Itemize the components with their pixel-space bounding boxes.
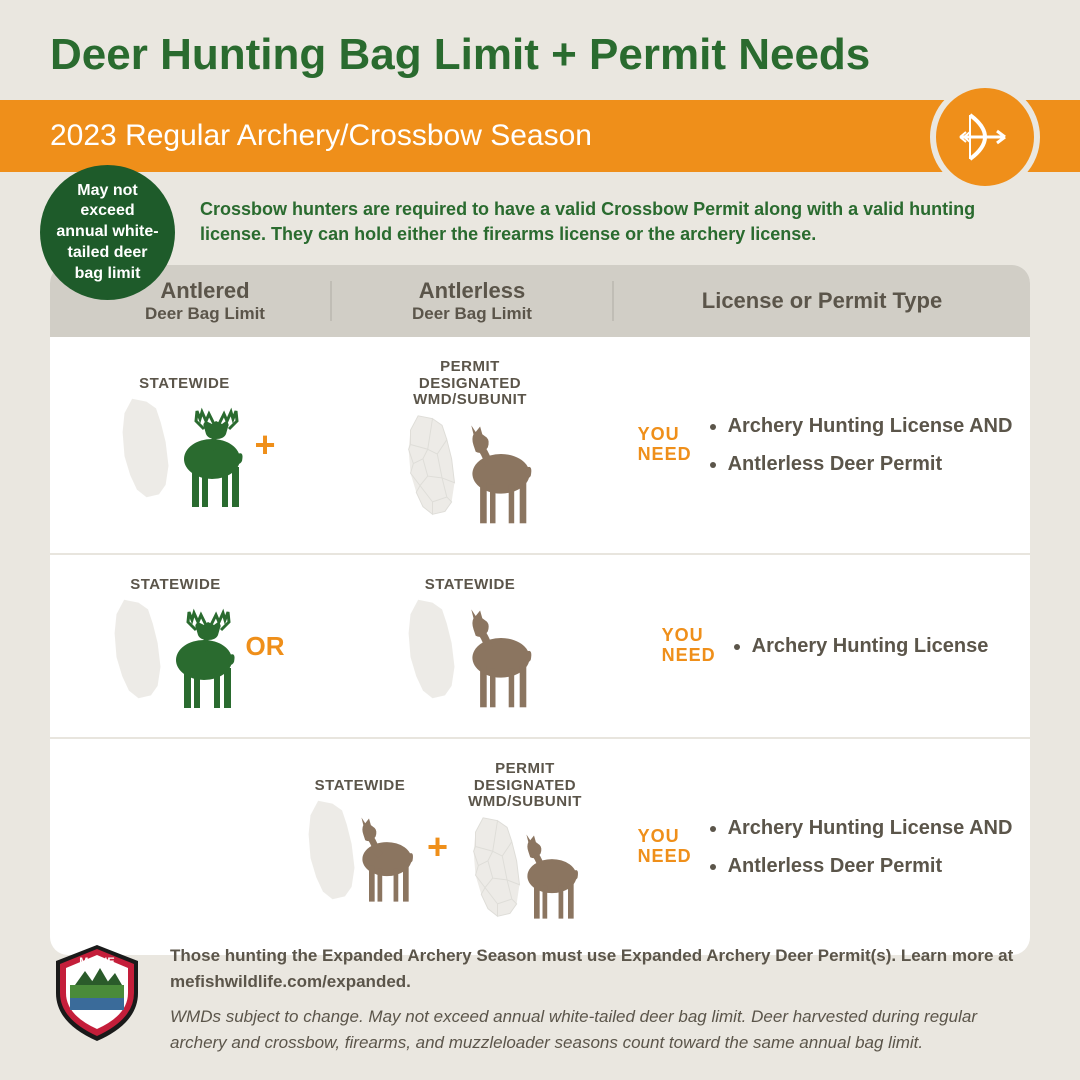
you-need-label: YOUNEED xyxy=(662,626,712,666)
bow-icon-circle xyxy=(930,82,1040,192)
svg-text:MAINE: MAINE xyxy=(79,956,114,968)
col-license: License or Permit Type xyxy=(614,288,1030,314)
buck-icon xyxy=(154,404,254,514)
doe-icon xyxy=(500,823,585,933)
antlered-block: STATEWIDE xyxy=(101,577,251,716)
doe-icon xyxy=(440,605,540,715)
season-banner: 2023 Regular Archery/Crossbow Season xyxy=(0,100,1080,172)
antlered-block: STATEWIDE xyxy=(109,376,259,515)
page-title: Deer Hunting Bag Limit + Permit Needs xyxy=(0,0,1080,100)
plus-connector: + xyxy=(427,826,448,868)
or-connector: OR xyxy=(246,631,285,662)
table-header: Antlered Deer Bag Limit Antlerless Deer … xyxy=(50,265,1030,337)
footer: MAINE Those hunting the Expanded Archery… xyxy=(50,943,1030,1055)
you-need-label: YOUNEED xyxy=(638,827,688,867)
permit-list: Archery Hunting License xyxy=(732,627,989,665)
table-row: STATEWIDE OR STATEWIDE YOUNEED Archery H… xyxy=(50,555,1030,740)
antlerless-block: STATEWIDE xyxy=(395,577,545,716)
doe-icon xyxy=(440,421,540,531)
maine-dept-logo: MAINE xyxy=(50,943,145,1043)
bow-arrow-icon xyxy=(955,107,1015,167)
permit-table: Antlered Deer Bag Limit Antlerless Deer … xyxy=(50,265,1030,955)
antlerless-block: PERMIT DESIGNATED WMD/SUBUNIT xyxy=(390,359,550,531)
permit-list: Archery Hunting License AND Antlerless D… xyxy=(708,407,1013,483)
doe-icon xyxy=(335,806,420,916)
banner-text: 2023 Regular Archery/Crossbow Season xyxy=(50,119,592,153)
buck-icon xyxy=(146,605,246,715)
footer-text: Those hunting the Expanded Archery Seaso… xyxy=(170,943,1030,1055)
table-row: STATEWIDE + PERMIT DESIGNATED WMD/SUBUNI… xyxy=(50,337,1030,555)
antlerless-block: STATEWIDE xyxy=(295,778,425,917)
bag-limit-badge: May not exceed annual white-tailed deer … xyxy=(40,165,175,300)
permit-list: Archery Hunting License AND Antlerless D… xyxy=(708,809,1013,885)
you-need-label: YOUNEED xyxy=(638,425,688,465)
table-row: STATEWIDE + PERMIT DESIGNATED WMD/SUBUNI… xyxy=(50,739,1030,955)
col-antlerless: Antlerless Deer Bag Limit xyxy=(332,278,612,324)
antlerless-block: PERMIT DESIGNATED WMD/SUBUNIT xyxy=(450,761,600,933)
